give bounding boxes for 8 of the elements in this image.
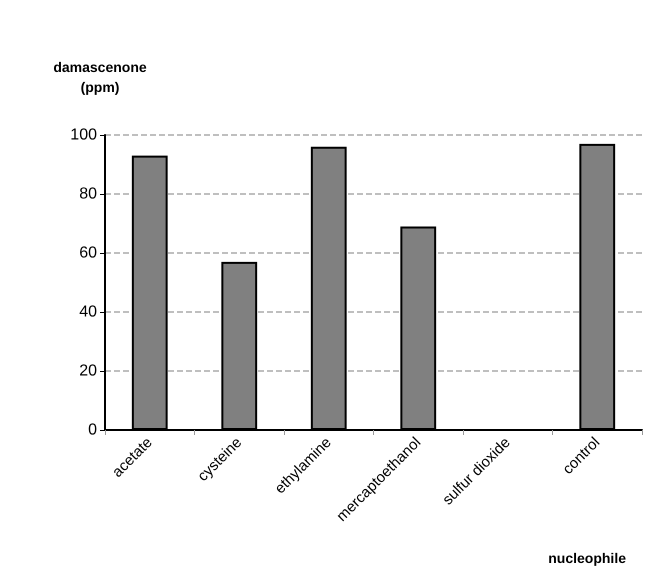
y-axis-title: damascenone (ppm) [53, 59, 147, 95]
y-tick-label: 100 [70, 126, 98, 144]
y-tick-label: 40 [79, 304, 98, 320]
y-tick-label: 80 [79, 186, 98, 202]
y-tick-label: 20 [79, 362, 98, 380]
y-tick-label: 0 [88, 422, 98, 438]
x-axis-title: nucleophile [548, 550, 626, 566]
y-tick-label: 60 [79, 244, 98, 262]
